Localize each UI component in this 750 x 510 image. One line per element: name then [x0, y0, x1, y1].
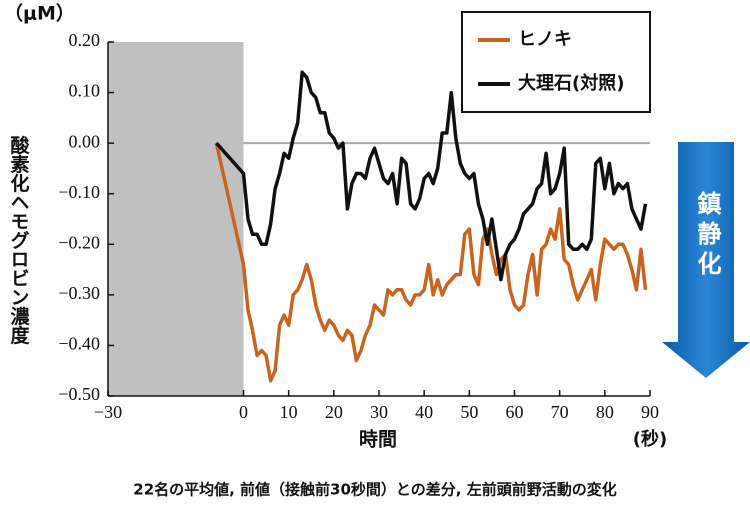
baseline-span	[108, 42, 244, 396]
y-tick-label: 0.10	[69, 81, 101, 101]
y-tick-label: −0.30	[58, 283, 100, 303]
legend-box	[461, 11, 651, 113]
caption: 22名の平均値, 前値（接触前30秒間）との差分, 左前頭前野活動の変化	[133, 481, 616, 499]
y-unit: （μM）	[4, 2, 75, 25]
y-tick-label: −0.10	[58, 182, 100, 202]
x-tick-label: 20	[325, 402, 343, 422]
legend-label: 大理石(対照)	[518, 72, 624, 94]
y-tick-label: 0.00	[69, 131, 101, 151]
annotation: 鎮静化	[693, 190, 721, 281]
legend-label: ヒノキ	[518, 29, 572, 50]
x-tick-label: 40	[415, 402, 433, 422]
y-tick-label: −0.50	[58, 384, 100, 404]
x-unit: (秒)	[633, 428, 667, 450]
x-tick-label: 60	[506, 402, 524, 422]
x-tick-label: 70	[551, 402, 569, 422]
plot: 0.20 0.10 0.00 −0.10 −0.20 −0.30 −0.40 −0.50−30…	[58, 30, 659, 422]
x-tick-label: 50	[460, 402, 478, 422]
x-tick-label: −30	[94, 402, 122, 422]
series-line	[215, 70, 648, 282]
x-tick-label: 30	[370, 402, 388, 422]
y-tick-label: −0.40	[58, 334, 100, 354]
x-tick-label: 80	[596, 402, 614, 422]
x-tick-label: 0	[239, 402, 248, 422]
sedation-arrow	[662, 142, 750, 378]
x-tick-label: 90	[641, 402, 659, 422]
y-axis-label: 酸素化ヘモグロビン濃度	[8, 134, 30, 345]
y-tick-label: −0.20	[58, 232, 100, 252]
x-axis-label: 時間	[359, 429, 397, 451]
series-line	[214, 142, 648, 383]
y-tick-label: 0.20	[69, 30, 101, 50]
x-tick-label: 10	[280, 402, 298, 422]
